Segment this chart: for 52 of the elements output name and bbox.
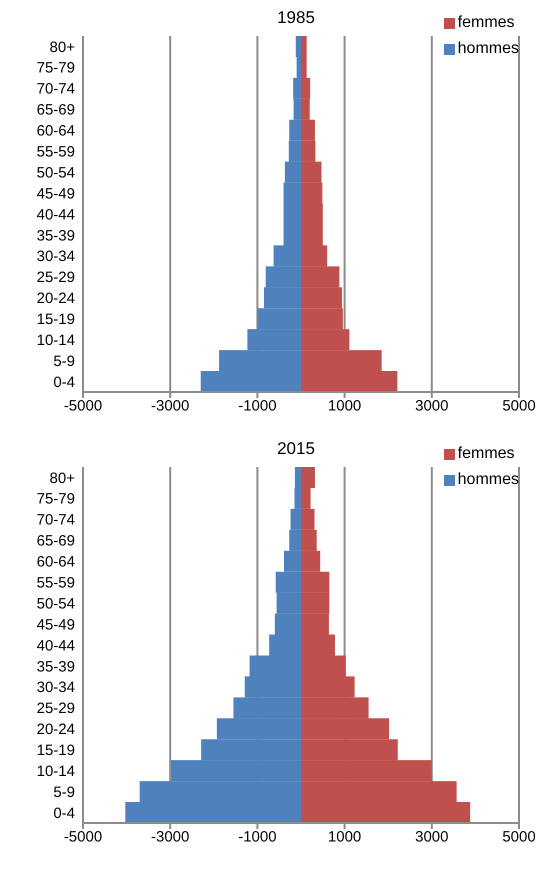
y-tick-label: 40-44	[36, 206, 75, 224]
y-tick-label: 75-79	[36, 490, 75, 508]
x-tick-label: 1000	[328, 398, 362, 415]
x-tick-label: -5000	[64, 828, 102, 846]
y-tick-label: 20-24	[36, 290, 75, 308]
y-tick-label: 10-14	[36, 762, 75, 780]
y-tick-label: 15-19	[36, 742, 75, 760]
y-tick-label: 10-14	[36, 332, 75, 349]
y-tick-label: 70-74	[36, 80, 75, 98]
x-tick-label: 1000	[328, 828, 362, 846]
y-tick-label: 55-59	[36, 574, 75, 592]
x-tick-label: -3000	[151, 828, 190, 846]
y-tick-label: 60-64	[36, 122, 75, 140]
y-tick-label: 5-9	[53, 784, 75, 801]
x-tick-label: 3000	[415, 398, 448, 415]
legend-label: femmes	[458, 13, 515, 33]
x-tick-label: 5000	[502, 398, 536, 415]
y-tick-label: 35-39	[36, 227, 75, 244]
y-tick-label: 60-64	[36, 554, 75, 571]
x-tick-label: 5000	[502, 828, 536, 846]
y-tick-label: 40-44	[36, 637, 75, 654]
x-tick-label: -3000	[151, 398, 190, 415]
x-tick-label: 3000	[415, 828, 448, 846]
y-tick-label: 45-49	[36, 616, 75, 634]
y-tick-label: 65-69	[36, 532, 75, 550]
y-tick-label: 15-19	[36, 311, 75, 328]
legend-label: femmes	[458, 444, 515, 464]
y-tick-label: 45-49	[36, 185, 75, 202]
y-tick-label: 20-24	[36, 721, 75, 738]
x-tick-label: -1000	[238, 398, 277, 415]
y-tick-label: 75-79	[36, 60, 75, 77]
y-tick-label: 0-4	[53, 804, 75, 822]
y-tick-label: 65-69	[36, 102, 75, 119]
y-tick-label: 0-4	[53, 374, 75, 391]
y-tick-label: 80+	[50, 470, 76, 487]
legend-label: hommes	[458, 39, 519, 59]
y-tick-label: 80+	[50, 38, 76, 56]
x-tick-label: -1000	[238, 828, 277, 846]
legend-label: hommes	[458, 470, 519, 490]
y-tick-label: 30-34	[36, 679, 75, 696]
y-tick-label: 5-9	[53, 352, 75, 370]
y-tick-label: 70-74	[36, 512, 75, 529]
y-tick-label: 30-34	[36, 248, 75, 266]
chart-title: 2015	[277, 439, 315, 458]
y-tick-label: 50-54	[36, 595, 75, 612]
y-tick-label: 55-59	[36, 144, 75, 160]
y-tick-label: 50-54	[36, 164, 75, 182]
chart-title: 1985	[277, 8, 315, 27]
y-tick-label: 25-29	[36, 269, 75, 286]
y-tick-label: 35-39	[36, 658, 75, 676]
x-tick-label: -5000	[64, 398, 102, 415]
y-tick-label: 25-29	[36, 700, 75, 718]
